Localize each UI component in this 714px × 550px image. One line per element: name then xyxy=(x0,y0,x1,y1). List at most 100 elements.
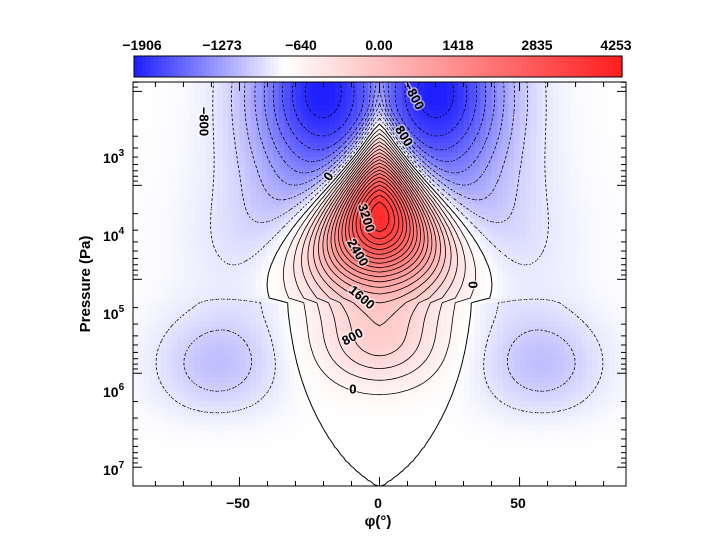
heatmap-cell xyxy=(245,251,252,257)
heatmap-cell xyxy=(385,157,392,163)
heatmap-cell xyxy=(222,232,229,238)
heatmap-cell xyxy=(586,204,594,210)
heatmap-cell xyxy=(536,105,543,111)
heatmap-cell xyxy=(267,326,274,332)
heatmap-cell xyxy=(547,199,554,205)
heatmap-cell xyxy=(424,302,431,309)
heatmap-cell xyxy=(452,96,459,102)
heatmap-cell xyxy=(334,82,341,88)
heatmap-cell xyxy=(194,265,201,271)
heatmap-cell xyxy=(155,335,162,342)
heatmap-cell xyxy=(317,161,325,168)
heatmap-cell xyxy=(541,326,549,332)
heatmap-cell xyxy=(149,133,157,140)
heatmap-cell xyxy=(418,246,426,252)
heatmap-cell xyxy=(312,199,319,205)
heatmap-cell xyxy=(312,82,319,88)
heatmap-cell xyxy=(256,284,263,290)
heatmap-cell xyxy=(474,316,482,323)
heatmap-cell xyxy=(183,82,190,88)
heatmap-cell xyxy=(407,161,414,168)
heatmap-cell xyxy=(278,100,285,107)
heatmap-cell xyxy=(435,91,442,97)
heatmap-cell xyxy=(396,321,403,327)
heatmap-cell xyxy=(273,194,280,201)
heatmap-cell xyxy=(401,100,409,107)
heatmap-cell xyxy=(513,307,521,313)
heatmap-cell xyxy=(340,114,347,121)
heatmap-cell xyxy=(222,96,229,102)
colorbar-swatch xyxy=(166,56,171,77)
heatmap-cell xyxy=(401,171,409,177)
heatmap-cell xyxy=(614,218,622,224)
heatmap-cell xyxy=(211,330,218,337)
heatmap-cell xyxy=(289,218,297,224)
heatmap-cell xyxy=(357,86,364,93)
heatmap-cell xyxy=(435,100,442,107)
heatmap-cell xyxy=(289,138,297,144)
heatmap-cell xyxy=(379,232,386,238)
heatmap-cell xyxy=(149,312,157,318)
heatmap-cell xyxy=(457,246,465,252)
heatmap-cell xyxy=(261,237,269,243)
heatmap-cell xyxy=(569,284,577,290)
heatmap-cell xyxy=(317,321,325,327)
heatmap-cell xyxy=(329,265,336,271)
heatmap-cell xyxy=(373,330,381,337)
heatmap-cell xyxy=(508,274,515,280)
heatmap-cell xyxy=(457,86,465,93)
heatmap-cell xyxy=(239,175,246,182)
heatmap-cell xyxy=(497,307,504,313)
heatmap-cell xyxy=(233,204,241,210)
heatmap-cell xyxy=(379,96,386,102)
heatmap-cell xyxy=(149,335,157,342)
heatmap-cell xyxy=(541,251,549,257)
heatmap-cell xyxy=(172,166,179,172)
heatmap-cell xyxy=(586,218,594,224)
heatmap-cell xyxy=(357,302,364,309)
heatmap-cell xyxy=(161,138,168,144)
heatmap-cell xyxy=(278,260,285,266)
heatmap-cell xyxy=(603,175,610,182)
heatmap-cell xyxy=(149,96,157,102)
heatmap-cell xyxy=(385,124,392,130)
heatmap-cell xyxy=(194,171,201,177)
heatmap-cell xyxy=(211,279,218,285)
heatmap-cell xyxy=(508,213,515,219)
heatmap-cell xyxy=(413,100,420,107)
heatmap-cell xyxy=(530,312,538,318)
heatmap-cell xyxy=(357,326,364,332)
heatmap-cell xyxy=(194,194,201,201)
heatmap-cell xyxy=(446,161,454,168)
heatmap-cell xyxy=(144,279,151,285)
heatmap-cell xyxy=(239,288,246,295)
heatmap-cell xyxy=(161,298,168,304)
heatmap-cell xyxy=(502,246,510,252)
heatmap-cell xyxy=(312,185,319,191)
heatmap-cell xyxy=(435,128,442,135)
heatmap-cell xyxy=(553,330,560,337)
heatmap-cell xyxy=(401,110,409,116)
heatmap-cell xyxy=(401,246,409,252)
heatmap-cell xyxy=(508,321,515,327)
heatmap-cell xyxy=(586,171,594,177)
heatmap-cell xyxy=(245,246,252,252)
heatmap-cell xyxy=(312,133,319,140)
heatmap-cell xyxy=(144,152,151,158)
heatmap-cell xyxy=(502,157,510,163)
heatmap-cell xyxy=(592,316,599,323)
heatmap-cell xyxy=(306,227,313,234)
heatmap-cell xyxy=(424,274,431,280)
heatmap-cell xyxy=(239,213,246,219)
heatmap-cell xyxy=(306,232,313,238)
heatmap-cell xyxy=(547,316,554,323)
heatmap-cell xyxy=(485,237,493,243)
heatmap-cell xyxy=(592,100,599,107)
heatmap-cell xyxy=(407,269,414,276)
heatmap-cell xyxy=(575,119,582,125)
heatmap-cell xyxy=(233,161,241,168)
heatmap-cell xyxy=(480,208,487,215)
heatmap-cell xyxy=(239,246,246,252)
heatmap-cell xyxy=(497,114,504,121)
heatmap-cell xyxy=(435,307,442,313)
